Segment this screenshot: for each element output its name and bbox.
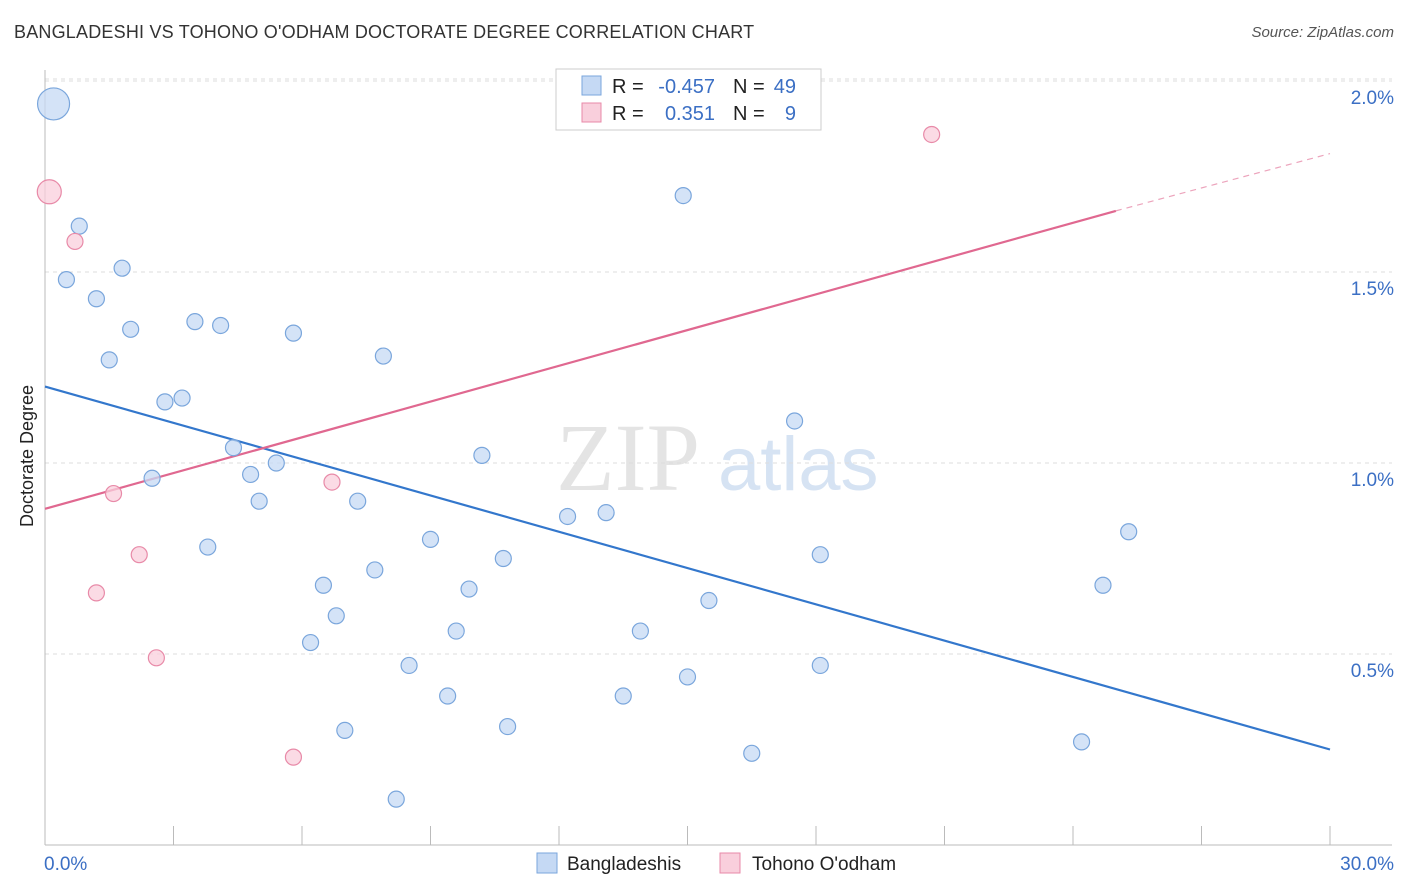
y-tick-label-1-0: 1.0% <box>1351 470 1394 491</box>
source-label: Source: ZipAtlas.com <box>1251 24 1394 41</box>
point-bangladeshis-41 <box>743 744 761 762</box>
legend-swatch-pink <box>581 102 602 123</box>
series-legend-label-tohono: Tohono O'odham <box>752 854 896 875</box>
y-tick-label-2-0: 2.0% <box>1351 88 1394 109</box>
legend-n-label-blue: N = <box>733 76 765 98</box>
point-bangladeshis-18 <box>250 492 268 510</box>
point-bangladeshis-35 <box>614 687 632 705</box>
point-bangladeshis-16 <box>143 469 161 487</box>
point-bangladeshis-20 <box>199 538 217 556</box>
point-tohono-4 <box>87 584 106 602</box>
point-bangladeshis-4 <box>113 259 131 277</box>
point-bangladeshis-19 <box>349 492 367 510</box>
point-bangladeshis-14 <box>267 454 285 472</box>
point-bangladeshis-6 <box>100 351 118 369</box>
point-bangladeshis-23 <box>421 530 440 549</box>
point-bangladeshis-3 <box>87 290 106 308</box>
series-legend: Bangladeshis Tohono O'odham <box>536 852 896 875</box>
point-bangladeshis-21 <box>558 507 577 526</box>
point-bangladeshis-11 <box>173 389 191 407</box>
point-bangladeshis-15 <box>242 465 260 484</box>
data-points <box>36 76 1138 808</box>
point-bangladeshis-30 <box>447 622 465 640</box>
point-bangladeshis-24 <box>494 549 512 568</box>
series-legend-swatch-bangladeshis <box>536 852 558 874</box>
grid-lines <box>45 78 1392 655</box>
series-legend-label-bangladeshis: Bangladeshis <box>567 854 681 875</box>
point-bangladeshis-29 <box>301 633 320 652</box>
point-tohono-2 <box>104 484 123 503</box>
point-bangladeshis-33 <box>400 656 418 675</box>
point-bangladeshis-8 <box>212 316 230 335</box>
point-bangladeshis-9 <box>284 324 303 342</box>
legend-swatch-blue <box>581 75 602 96</box>
point-bangladeshis-5 <box>122 320 140 338</box>
legend-r-label-pink: R = <box>612 103 644 125</box>
x-tick-label-min: 0.0% <box>44 854 87 875</box>
point-bangladeshis-43 <box>499 717 517 736</box>
point-bangladeshis-36 <box>678 668 697 686</box>
watermark: ZIP atlas <box>556 404 879 511</box>
y-axis-label: Doctorate Degree <box>17 385 37 527</box>
point-bangladeshis-47 <box>1072 733 1091 751</box>
legend-r-value-pink: 0.351 <box>665 103 715 125</box>
trend-line-tohono-extension <box>1115 153 1331 212</box>
watermark-atlas: atlas <box>718 422 879 507</box>
point-bangladeshis-26 <box>314 576 333 594</box>
series-legend-swatch-tohono <box>719 852 741 874</box>
legend-n-label-pink: N = <box>733 103 765 125</box>
point-bangladeshis-34 <box>439 687 457 705</box>
point-bangladeshis-22 <box>597 504 615 522</box>
point-tohono-6 <box>284 748 303 766</box>
point-tohono-5 <box>147 649 165 667</box>
point-bangladeshis-7 <box>186 313 204 331</box>
point-bangladeshis-17 <box>473 446 491 464</box>
point-bangladeshis-12 <box>374 347 392 365</box>
legend-n-value-blue: 49 <box>774 76 796 98</box>
point-tohono-1 <box>66 232 84 251</box>
point-bangladeshis-32 <box>700 591 718 610</box>
y-tick-label-0-5: 0.5% <box>1351 661 1394 682</box>
point-bangladeshis-44 <box>387 790 405 808</box>
point-bangladeshis-28 <box>327 607 345 625</box>
point-bangladeshis-40 <box>811 656 829 675</box>
point-tohono-7 <box>323 473 341 491</box>
point-bangladeshis-27 <box>460 580 478 598</box>
trend-lines <box>44 153 1331 751</box>
point-bangladeshis-39 <box>811 546 829 564</box>
y-tick-label-1-5: 1.5% <box>1351 279 1394 300</box>
legend-n-value-pink: 9 <box>785 103 796 125</box>
point-tohono-0 <box>36 179 62 205</box>
point-bangladeshis-25 <box>366 561 384 579</box>
point-bangladeshis-0 <box>36 87 71 121</box>
trend-line-tohono <box>44 209 1117 510</box>
point-bangladeshis-37 <box>785 412 804 430</box>
point-bangladeshis-31 <box>631 622 649 640</box>
point-bangladeshis-38 <box>674 187 692 205</box>
correlation-legend: R = -0.457 N = 49 R = 0.351 N = 9 <box>555 68 822 131</box>
point-bangladeshis-2 <box>57 271 76 289</box>
x-tick-label-max: 30.0% <box>1340 854 1394 875</box>
point-bangladeshis-46 <box>1120 523 1138 541</box>
trend-line-bangladeshis <box>44 385 1331 751</box>
chart-title: BANGLADESHI VS TOHONO O'ODHAM DOCTORATE … <box>14 22 755 42</box>
point-tohono-8 <box>923 125 941 144</box>
legend-r-value-blue: -0.457 <box>658 76 715 98</box>
point-tohono-3 <box>130 546 148 564</box>
point-bangladeshis-42 <box>336 721 354 740</box>
legend-r-label-blue: R = <box>612 76 644 98</box>
watermark-zip: ZIP <box>556 404 700 511</box>
point-bangladeshis-45 <box>1094 576 1112 594</box>
point-bangladeshis-1 <box>70 217 88 235</box>
point-bangladeshis-10 <box>156 393 174 411</box>
point-bangladeshis-13 <box>224 439 243 457</box>
